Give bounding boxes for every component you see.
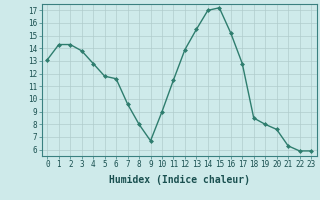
X-axis label: Humidex (Indice chaleur): Humidex (Indice chaleur) — [109, 175, 250, 185]
